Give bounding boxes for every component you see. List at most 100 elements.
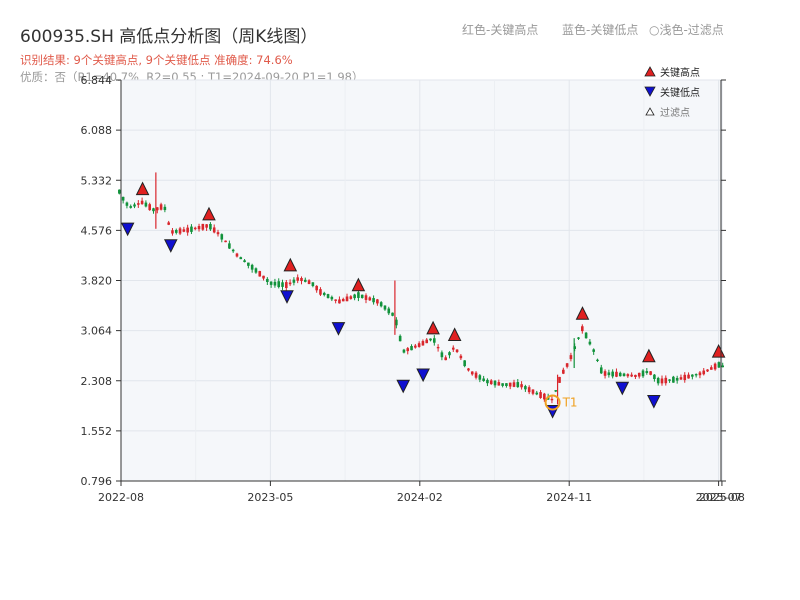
- key-high-marker: [202, 206, 216, 221]
- candle-body: [467, 368, 470, 371]
- candle-body: [307, 280, 311, 285]
- candle-body: [512, 382, 516, 387]
- candle-body: [588, 341, 592, 345]
- candle-body: [425, 339, 429, 344]
- candle-body: [383, 305, 387, 310]
- candle-body: [193, 227, 197, 230]
- candle-body: [565, 363, 569, 367]
- candle-body: [649, 371, 652, 375]
- candle-body: [285, 282, 288, 289]
- candle-body: [398, 335, 402, 342]
- candle-body: [269, 281, 273, 285]
- candle-body: [250, 264, 254, 270]
- candle-body: [535, 392, 539, 395]
- candle-body: [683, 374, 687, 381]
- candle-body: [288, 282, 292, 285]
- candle-body: [433, 338, 436, 343]
- candle-body: [679, 377, 683, 380]
- candle-body: [592, 349, 595, 352]
- candle-body: [656, 377, 660, 384]
- candle-body: [543, 393, 546, 400]
- candle-body: [281, 282, 284, 287]
- legend-gray-text: ○浅色-过滤点: [649, 23, 724, 37]
- candle-body: [296, 277, 299, 281]
- candle-body: [205, 224, 208, 228]
- candle-body: [618, 372, 622, 377]
- candle-body: [357, 292, 360, 298]
- candle-body: [444, 357, 447, 361]
- candle-body: [493, 380, 497, 386]
- y-tick-label: 6.088: [81, 124, 113, 137]
- key-low-marker: [416, 368, 430, 383]
- candle-body: [178, 228, 182, 234]
- candle-body: [501, 383, 504, 386]
- candle-body: [148, 204, 151, 211]
- candle-body: [694, 374, 698, 376]
- key-low-marker: [163, 239, 178, 253]
- candle-body: [414, 345, 417, 348]
- candle-body: [395, 319, 398, 326]
- candle-body: [489, 380, 493, 385]
- candle-body: [539, 392, 542, 398]
- t1-label: T1: [562, 395, 578, 409]
- candle-body: [645, 371, 649, 374]
- candle-body: [247, 262, 250, 266]
- key-high-marker: [135, 181, 150, 196]
- candle-body: [713, 363, 717, 370]
- candle-body: [516, 382, 520, 388]
- candle-body: [474, 372, 478, 378]
- candle-body: [315, 285, 318, 291]
- candle-body: [664, 377, 668, 384]
- key-high-marker: [426, 320, 440, 335]
- y-tick-label: 2.308: [81, 375, 113, 388]
- candle-body: [520, 384, 523, 388]
- x-tick-label: 2024-02: [397, 491, 443, 504]
- candle-body: [137, 203, 140, 205]
- candle-body: [330, 296, 334, 300]
- candle-body: [155, 207, 159, 211]
- candle-body: [376, 299, 379, 304]
- markers: T1: [120, 181, 726, 419]
- y-tick-label: 0.796: [81, 475, 113, 488]
- candle-body: [258, 271, 262, 277]
- candle-body: [387, 308, 391, 314]
- candle-body: [626, 374, 630, 377]
- candle-body: [243, 260, 246, 263]
- candle-body: [421, 341, 425, 346]
- x-tick-label: 2024-11: [546, 491, 592, 504]
- candle-body: [254, 268, 258, 273]
- candle-body: [129, 206, 133, 208]
- candle-body: [322, 292, 326, 296]
- candle-body: [402, 349, 406, 353]
- candle-body: [581, 326, 584, 332]
- candle-body: [406, 348, 410, 352]
- candle-body: [459, 355, 463, 359]
- candle-body: [349, 296, 353, 299]
- t1-circle: [544, 394, 561, 411]
- candle-body: [171, 230, 174, 234]
- legend-high-icon: [644, 66, 656, 77]
- candle-body: [300, 277, 303, 282]
- y-tick-label: 1.552: [81, 425, 113, 438]
- candle-body: [345, 296, 349, 302]
- candle-body: [455, 349, 459, 352]
- y-tick-label: 3.064: [81, 325, 113, 338]
- candle-body: [584, 332, 588, 339]
- candle-body: [497, 382, 501, 386]
- candle-body: [463, 360, 466, 367]
- candle-body: [641, 370, 645, 377]
- candle-body: [721, 365, 725, 368]
- y-tick-label: 6.844: [81, 74, 113, 87]
- candle-body: [262, 275, 265, 279]
- candle-body: [190, 226, 193, 232]
- legend-low-icon: [644, 86, 656, 97]
- candle-body: [637, 372, 641, 377]
- legend-high-label: 关键高点: [660, 66, 700, 79]
- candle-body: [660, 378, 664, 384]
- candle-body: [653, 374, 656, 380]
- candle-body: [577, 337, 580, 339]
- candle-body: [140, 200, 144, 205]
- candle-body: [341, 298, 345, 302]
